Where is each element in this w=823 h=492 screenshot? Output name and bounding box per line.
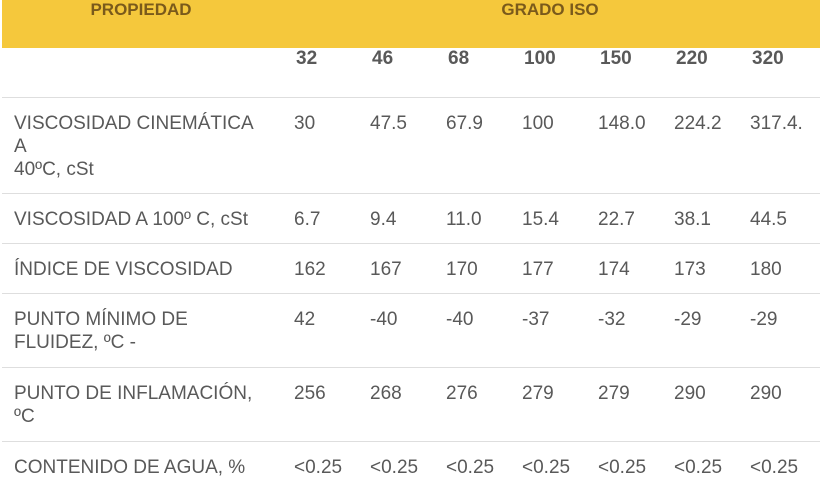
property-name-line: VISCOSIDAD CINEMÁTICA	[14, 113, 254, 134]
property-name-line: FLUIDEZ, ºC -	[14, 332, 136, 353]
property-name-line: A	[14, 136, 27, 157]
value-cell: 276	[432, 367, 508, 442]
grade-cell: 46	[356, 48, 432, 98]
property-name-line: ºC	[14, 406, 35, 427]
value-cell: 256	[280, 367, 356, 442]
value-cell: 279	[508, 367, 584, 442]
value-cell: 44.5	[736, 193, 821, 244]
value-cell: 9.4	[356, 193, 432, 244]
property-name-cell: PUNTO DE INFLAMACIÓN, ºC	[2, 367, 280, 442]
value-cell: 180	[736, 243, 821, 294]
grade-cell: 150	[584, 48, 660, 98]
iso-grade-column-header: GRADO ISO	[501, 0, 599, 19]
property-column-header: PROPIEDAD	[90, 0, 192, 19]
value-cell: 224.2	[660, 97, 736, 194]
table-row: PUNTO MÍNIMO DE FLUIDEZ, ºC -42 -40 -40 -37-…	[2, 293, 821, 368]
property-name-cell: VISCOSIDAD A 100º C, cSt	[2, 193, 280, 244]
value-cell: -37	[508, 293, 584, 368]
value-cell: 174	[584, 243, 660, 294]
value-cell: <0.25	[370, 457, 419, 478]
value-cell: 11.0	[432, 193, 508, 244]
grade-cell: 220	[660, 48, 736, 98]
property-name-line: 40ºC, cSt	[14, 159, 94, 180]
value-cell: -40	[432, 293, 508, 368]
value-cell: -32	[584, 293, 660, 368]
value-cell: <0.25	[446, 457, 495, 478]
value-cell: 268	[356, 367, 432, 442]
value-cell: 42	[280, 293, 356, 368]
value-cell: 170	[432, 243, 508, 294]
value-cell: 38.1	[660, 193, 736, 244]
value-cell: 67.9	[432, 97, 508, 194]
value-cell: 279	[584, 367, 660, 442]
property-name-line: PUNTO DE INFLAMACIÓN,	[14, 383, 253, 404]
grade-cell: 100	[508, 48, 584, 98]
value-cell: 47.5	[356, 97, 432, 194]
value-cell: 100	[508, 97, 584, 194]
value-cell: -40	[356, 293, 432, 368]
value-cell: <0.25	[750, 457, 799, 478]
property-name-cell: CONTENIDO DE AGUA, %	[2, 442, 280, 492]
grade-cell: 68	[432, 48, 508, 98]
property-name-cell: PUNTO MÍNIMO DE FLUIDEZ, ºC -	[2, 293, 280, 368]
value-cell: <0.25	[598, 457, 647, 478]
table-row: CONTENIDO DE AGUA, % <0.25 <0.25 <0.25 <0.25…	[2, 442, 820, 492]
table-row: ÍNDICE DE VISCOSIDAD 162 167 170 177 174 173 18…	[2, 243, 821, 294]
property-name-line: ÍNDICE DE VISCOSIDAD	[14, 259, 233, 280]
property-name-line: VISCOSIDAD A 100º C, cSt	[14, 209, 248, 230]
value-cell: 167	[356, 243, 432, 294]
grade-row: 32 46 68 100 150 220 320	[2, 48, 821, 98]
value-cell: <0.25	[522, 457, 571, 478]
value-cell: 162	[280, 243, 356, 294]
grade-cell: 320	[736, 48, 821, 98]
value-cell: 173	[660, 243, 736, 294]
value-cell: <0.25	[674, 457, 723, 478]
value-cell: 15.4	[508, 193, 584, 244]
property-name-line: CONTENIDO DE AGUA, %	[14, 457, 246, 478]
grade-row-spacer	[2, 48, 280, 98]
value-cell: 290	[736, 367, 821, 442]
value-cell: -29	[736, 293, 821, 368]
value-cell: <0.25	[294, 457, 343, 478]
table-header-row: PROPIEDAD GRADO ISO	[2, 0, 821, 48]
value-cell: 317.4.	[736, 97, 821, 194]
value-cell: 148.0	[584, 97, 660, 194]
value-cell: 290	[660, 367, 736, 442]
value-cell: 177	[508, 243, 584, 294]
property-name-cell: VISCOSIDAD CINEMÁTICA A 40ºC, cSt	[2, 97, 280, 194]
value-cell: -29	[660, 293, 736, 368]
table-row: PUNTO DE INFLAMACIÓN, ºC 256 268 276 279 279 29…	[2, 367, 821, 442]
value-cell: 30	[280, 97, 356, 194]
value-cell: 6.7	[280, 193, 356, 244]
grade-cell: 32	[280, 48, 356, 98]
property-name-line: PUNTO MÍNIMO DE	[14, 309, 188, 330]
value-cell: 22.7	[584, 193, 660, 244]
property-name-cell: ÍNDICE DE VISCOSIDAD	[2, 243, 280, 294]
table-row: VISCOSIDAD A 100º C, cSt 6.7 9.4 11.0 15.4 22…	[2, 193, 821, 244]
table-row: VISCOSIDAD CINEMÁTICA A 40ºC, cSt 30 47.5 67.…	[2, 97, 821, 194]
